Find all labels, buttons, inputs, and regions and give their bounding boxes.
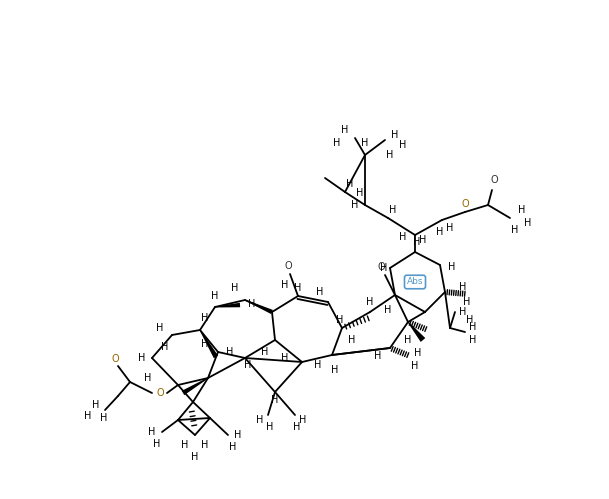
Text: H: H [202, 339, 209, 349]
Text: H: H [266, 422, 273, 432]
Text: H: H [157, 323, 164, 333]
Text: H: H [100, 413, 108, 423]
Text: H: H [336, 315, 343, 325]
Text: H: H [261, 347, 269, 357]
Text: H: H [138, 353, 146, 363]
Text: H: H [234, 430, 242, 440]
Polygon shape [245, 299, 273, 314]
Text: H: H [411, 361, 419, 371]
Text: H: H [281, 280, 289, 290]
Text: H: H [230, 442, 237, 452]
Text: H: H [181, 440, 189, 450]
Text: H: H [341, 125, 349, 135]
Text: O: O [377, 262, 385, 272]
Text: H: H [294, 422, 301, 432]
Text: H: H [294, 283, 301, 293]
Text: H: H [281, 353, 289, 363]
Polygon shape [181, 378, 208, 395]
Text: H: H [384, 305, 392, 315]
Text: H: H [256, 415, 264, 425]
Text: H: H [211, 291, 219, 301]
Text: H: H [400, 140, 407, 150]
Polygon shape [407, 322, 425, 342]
Text: H: H [459, 307, 466, 317]
Text: H: H [361, 138, 368, 148]
Text: H: H [84, 411, 92, 421]
Text: H: H [392, 130, 399, 140]
Text: H: H [227, 347, 234, 357]
Text: H: H [348, 335, 356, 345]
Text: H: H [202, 440, 209, 450]
Text: H: H [470, 322, 477, 332]
Text: H: H [380, 263, 388, 273]
Text: H: H [414, 237, 421, 247]
Text: H: H [400, 232, 407, 242]
Text: H: H [299, 415, 307, 425]
Text: H: H [386, 150, 393, 160]
Text: H: H [466, 315, 474, 325]
Text: H: H [351, 200, 359, 210]
Text: H: H [459, 282, 466, 292]
Text: H: H [420, 235, 427, 245]
Text: H: H [518, 205, 526, 215]
Text: H: H [153, 439, 161, 449]
Text: H: H [93, 400, 100, 410]
Text: O: O [284, 261, 292, 271]
Text: H: H [331, 365, 339, 375]
Polygon shape [215, 303, 240, 307]
Text: O: O [490, 175, 498, 185]
Text: H: H [202, 313, 209, 323]
Text: H: H [366, 297, 374, 307]
Text: H: H [404, 335, 412, 345]
Text: H: H [470, 335, 477, 345]
Text: O: O [156, 388, 164, 398]
Text: O: O [461, 199, 469, 209]
Text: H: H [149, 427, 156, 437]
Text: H: H [244, 360, 252, 370]
Text: H: H [436, 227, 444, 237]
Polygon shape [200, 330, 218, 358]
Text: H: H [347, 179, 354, 189]
Text: H: H [463, 297, 471, 307]
Text: H: H [512, 225, 519, 235]
Text: H: H [389, 205, 396, 215]
Text: H: H [524, 218, 532, 228]
Text: H: H [144, 373, 152, 383]
Text: Abs: Abs [407, 277, 423, 286]
Text: H: H [446, 223, 454, 233]
Text: H: H [191, 452, 199, 462]
Text: H: H [375, 351, 382, 361]
Text: H: H [448, 262, 456, 272]
Text: H: H [231, 283, 239, 293]
Text: H: H [248, 299, 256, 309]
Text: H: H [414, 348, 421, 358]
Text: H: H [161, 342, 169, 352]
Text: H: H [333, 138, 340, 148]
Text: H: H [272, 395, 279, 405]
Text: O: O [111, 354, 119, 364]
Text: H: H [356, 188, 364, 198]
Text: H: H [314, 360, 322, 370]
Text: H: H [316, 287, 324, 297]
